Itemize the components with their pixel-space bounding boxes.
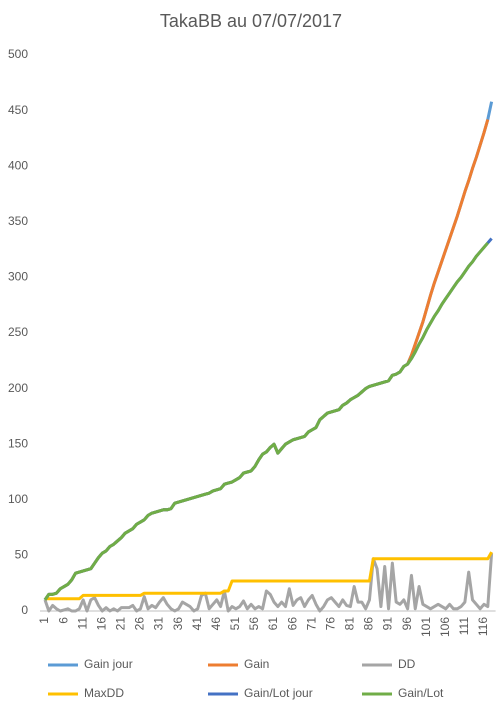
line-series [43,101,494,601]
y-tick-label: 0 [21,603,28,617]
legend-label: Gain/Lot jour [244,686,313,700]
x-tick-label: 26 [133,617,147,631]
x-tick-label: 66 [285,617,299,631]
y-tick-label: 200 [8,381,28,395]
y-tick-label: 500 [8,47,28,61]
x-tick-label: 71 [304,617,318,631]
legend-label: DD [398,657,416,671]
x-tick-label: 16 [94,617,108,631]
x-tick-label: 96 [400,617,414,631]
y-tick-label: 350 [8,214,28,228]
x-tick-label: 81 [343,617,357,631]
x-tick-label: 61 [266,617,280,631]
x-tick-label: 86 [362,617,376,631]
y-tick-label: 400 [8,158,28,172]
line-series [45,551,493,601]
y-tick-label: 100 [8,492,28,506]
y-tick-label: 150 [8,436,28,450]
legend-label: Gain/Lot [398,686,444,700]
line-series [43,241,489,601]
legend-label: Gain [244,657,269,671]
x-tick-label: 111 [457,617,471,636]
x-tick-label: 76 [323,617,337,631]
x-tick-label: 11 [75,617,89,630]
line-series [43,553,494,613]
x-tick-label: 101 [419,617,433,637]
x-tick-label: 56 [247,617,261,631]
y-tick-label: 450 [8,103,28,117]
x-tick-label: 106 [438,617,452,637]
legend-label: Gain jour [84,657,133,671]
x-tick-label: 21 [114,617,128,631]
x-tick-label: 31 [152,617,166,631]
legend-label: MaxDD [84,686,124,700]
x-tick-label: 91 [381,617,395,631]
x-tick-label: 116 [476,617,490,636]
x-tick-label: 1 [37,617,51,624]
x-tick-label: 36 [171,617,185,631]
x-tick-label: 6 [56,617,70,624]
line-series [43,119,490,601]
y-tick-label: 250 [8,325,28,339]
x-tick-label: 51 [228,617,242,631]
chart-title: TakaBB au 07/07/2017 [160,11,342,31]
x-tick-label: 41 [190,617,204,631]
y-tick-label: 300 [8,270,28,284]
y-tick-label: 50 [15,548,29,562]
x-tick-label: 46 [209,617,223,631]
